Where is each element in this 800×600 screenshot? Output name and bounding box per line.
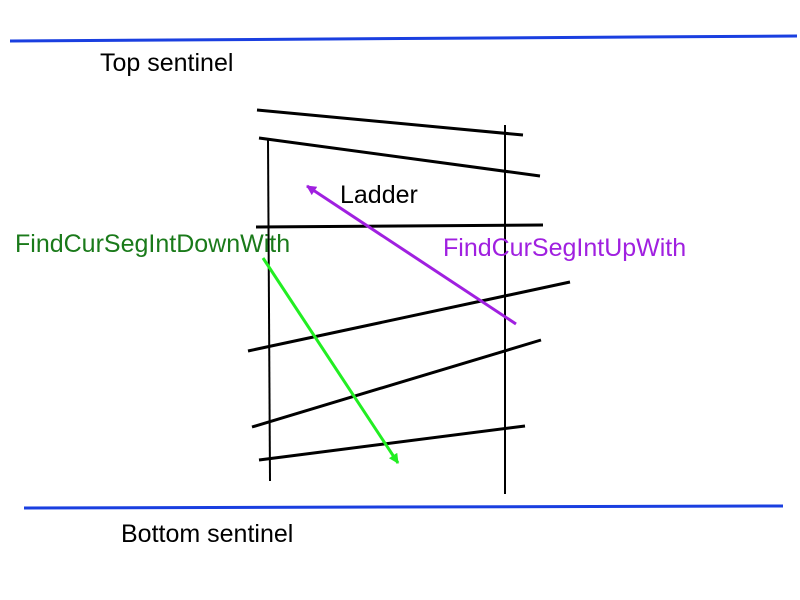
- find-up-label: FindCurSegIntUpWith: [443, 234, 687, 262]
- ladder-left-rail: [267, 139, 271, 482]
- bottom-sentinel-label: Bottom sentinel: [121, 520, 294, 548]
- ladder-label: Ladder: [340, 181, 418, 209]
- find-down-label: FindCurSegIntDownWith: [15, 230, 291, 258]
- top-sentinel-label: Top sentinel: [100, 49, 234, 77]
- segment-1: [256, 108, 524, 137]
- find-down-arrow: [261, 257, 400, 464]
- segment-3: [255, 223, 544, 229]
- segment-6: [258, 424, 526, 462]
- bottom-sentinel-line: [23, 504, 784, 510]
- find-up-arrow: [306, 184, 517, 326]
- top-sentinel-line: [9, 34, 798, 43]
- segment-2: [258, 136, 541, 178]
- segment-4: [247, 280, 571, 353]
- segment-5: [251, 338, 542, 429]
